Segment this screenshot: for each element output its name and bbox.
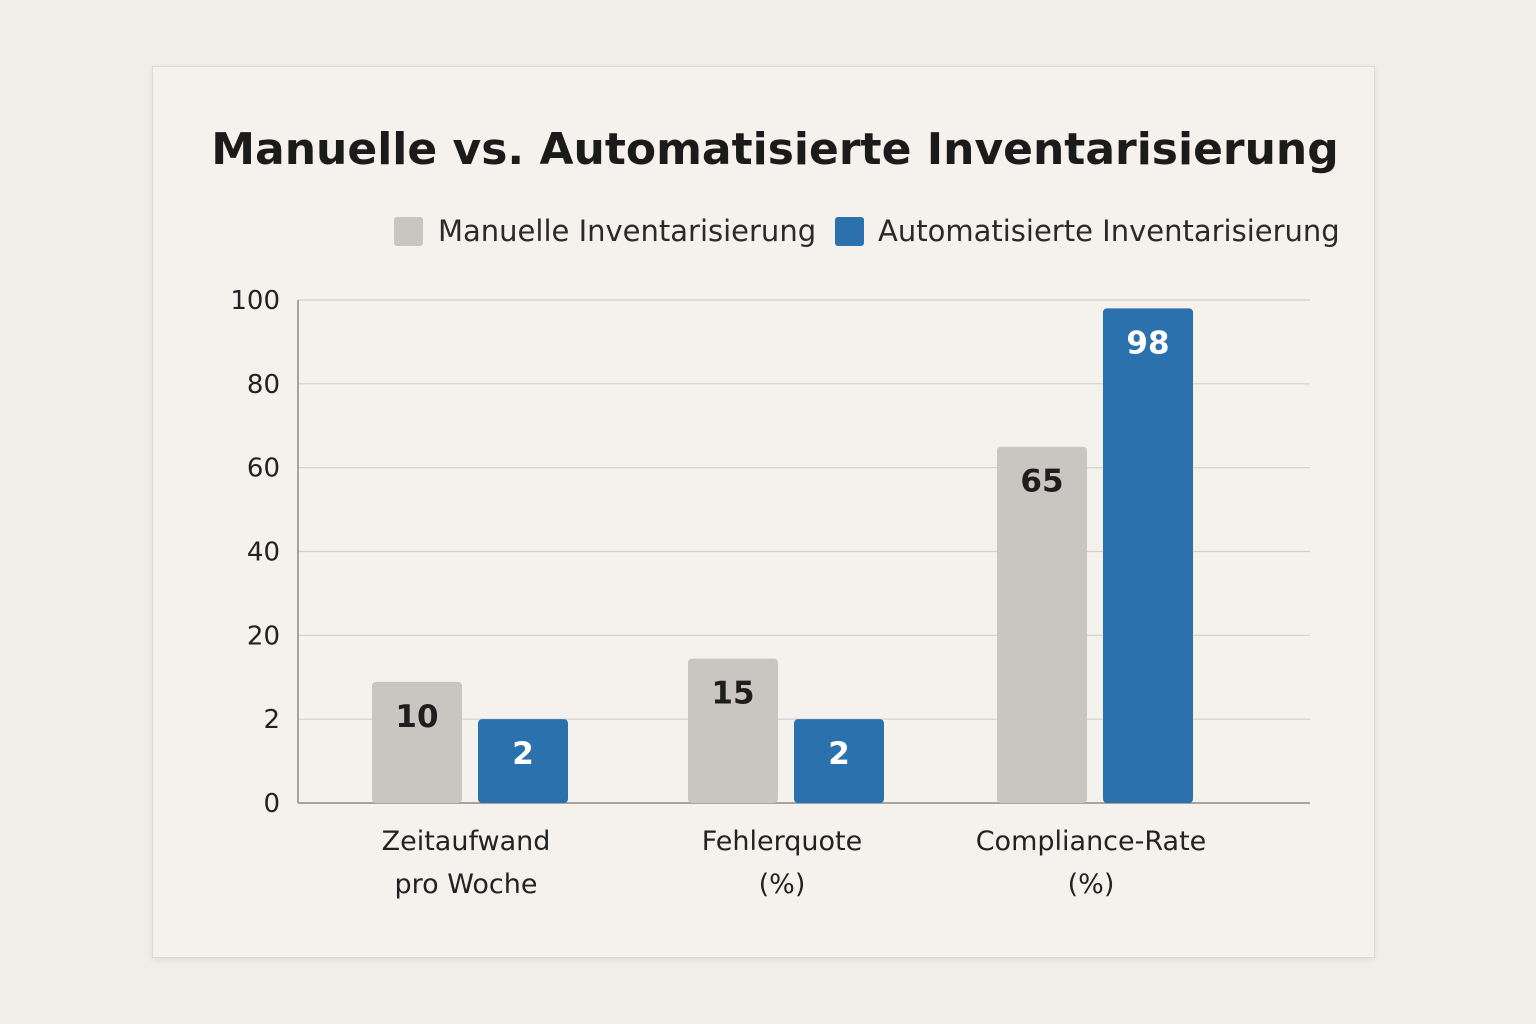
- bar-manual: [688, 658, 778, 803]
- y-tick-label: 0: [263, 789, 280, 819]
- legend-swatch-automated: [835, 217, 864, 246]
- bar-value-label: 2: [828, 736, 850, 772]
- x-axis-categories: Zeitaufwand pro Woche Fehlerquote (%) Compli…: [382, 826, 1207, 900]
- y-tick-label: 40: [247, 538, 280, 568]
- y-tick-label: 80: [247, 370, 280, 400]
- y-tick-label: 20: [247, 621, 280, 651]
- bar-automated: [478, 719, 568, 803]
- bar-value-label: 2: [512, 736, 534, 772]
- x-category-label: Compliance-Rate (%): [976, 826, 1207, 900]
- y-tick-label: 2: [263, 705, 280, 735]
- bars: 10 15 65 2 2 98: [372, 308, 1193, 803]
- bar-automated: [794, 719, 884, 803]
- bar-value-label: 98: [1126, 325, 1169, 361]
- legend-label-manual: Manuelle Inventarisierung: [438, 214, 816, 248]
- chart-title: Manuelle vs. Automatisierte Inventarisie…: [211, 124, 1339, 175]
- y-tick-label: 60: [247, 454, 280, 484]
- y-tick-label: 100: [230, 286, 280, 316]
- bar-automated: [1103, 308, 1193, 803]
- legend: Manuelle Inventarisierung Automatisierte…: [394, 214, 1340, 248]
- bar-value-label: 10: [395, 699, 438, 735]
- legend-swatch-manual: [394, 217, 423, 246]
- bar-manual: [372, 681, 462, 803]
- x-category-label: Zeitaufwand pro Woche: [382, 826, 551, 900]
- bar-value-label: 15: [711, 676, 754, 712]
- y-axis-ticks: 0 2 20 40 60 80 100: [230, 286, 280, 819]
- x-category-label: Fehlerquote (%): [702, 826, 862, 900]
- bar-manual: [997, 446, 1087, 803]
- legend-label-automated: Automatisierte Inventarisierung: [878, 214, 1340, 248]
- bar-value-label: 65: [1020, 464, 1063, 500]
